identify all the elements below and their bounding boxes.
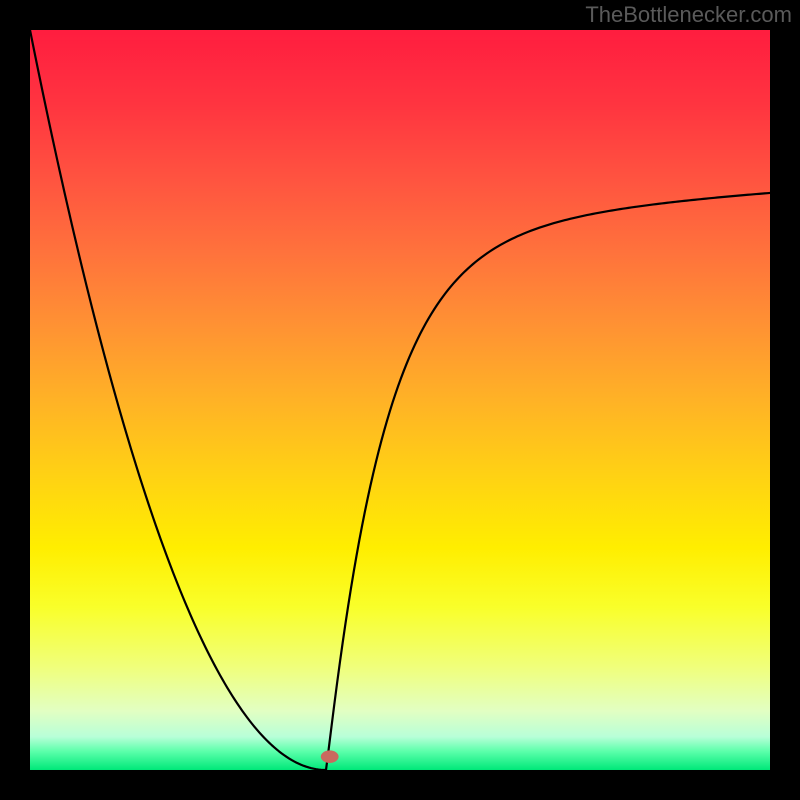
chart-container: TheBottlenecker.com xyxy=(0,0,800,800)
watermark-text: TheBottlenecker.com xyxy=(585,2,792,28)
bottleneck-chart xyxy=(0,0,800,800)
optimal-point-marker xyxy=(321,750,339,763)
plot-background xyxy=(30,30,770,770)
